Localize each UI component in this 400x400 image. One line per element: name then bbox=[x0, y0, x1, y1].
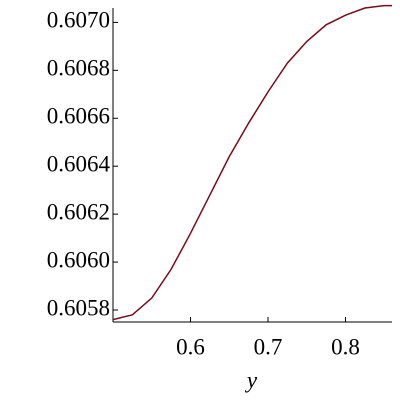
x-tick-label: 0.8 bbox=[331, 334, 360, 359]
y-tick-label: 0.6066 bbox=[47, 104, 110, 129]
y-tick-label: 0.6068 bbox=[47, 56, 110, 81]
y-tick-label: 0.6070 bbox=[47, 8, 110, 33]
y-tick-label: 0.6058 bbox=[47, 295, 110, 320]
line bbox=[112, 4, 392, 321]
y-tick-label: 0.6062 bbox=[47, 199, 110, 224]
y-tick-label: 0.6060 bbox=[47, 247, 110, 272]
x-axis-label: y bbox=[245, 367, 258, 392]
y-tick-label: 0.6064 bbox=[47, 151, 111, 176]
x-tick-label: 0.7 bbox=[254, 334, 283, 359]
x-tick-label: 0.6 bbox=[176, 334, 205, 359]
